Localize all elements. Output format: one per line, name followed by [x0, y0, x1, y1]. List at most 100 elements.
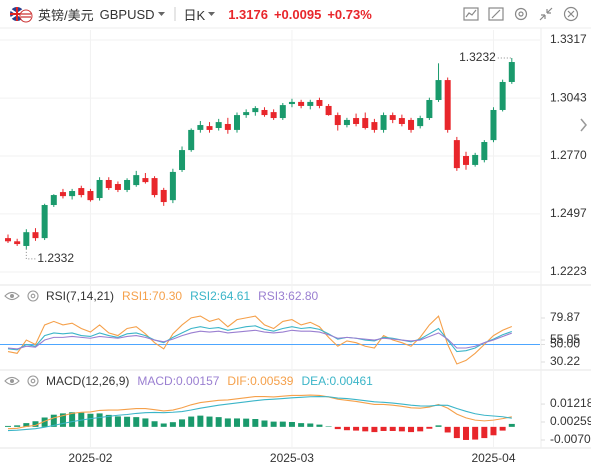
- y-tick-label: 50.00: [550, 337, 580, 351]
- price: 1.3176: [228, 6, 268, 22]
- candle-body: [50, 195, 57, 206]
- histogram-bar: [23, 423, 30, 427]
- symbol: GBPUSD: [99, 6, 155, 22]
- candle-body: [371, 122, 378, 130]
- candle-body: [288, 101, 295, 105]
- legend-entry: RSI3:62.80: [258, 289, 319, 303]
- histogram-bar: [472, 426, 479, 440]
- candle-body: [87, 191, 94, 201]
- compress-button[interactable]: [538, 6, 554, 22]
- symbol-dropdown[interactable]: GBPUSD: [100, 7, 166, 22]
- histogram-bar: [215, 417, 222, 427]
- histogram-bar: [69, 412, 76, 427]
- candle-body: [105, 179, 112, 189]
- histogram-bar: [463, 426, 469, 440]
- y-tick-label: 1.2770: [550, 148, 587, 162]
- histogram-bar: [124, 416, 131, 427]
- histogram-bar: [5, 425, 11, 427]
- histogram-bar: [105, 414, 112, 427]
- candle-body: [169, 171, 176, 201]
- histogram-bar: [96, 413, 103, 427]
- max-label: 1.3232: [459, 50, 496, 64]
- histogram-bar: [408, 426, 415, 433]
- histogram-bar: [179, 419, 186, 427]
- histogram-bar: [325, 426, 332, 427]
- period-dropdown[interactable]: 日K: [184, 5, 217, 24]
- y-tick-label: 1.3317: [550, 32, 587, 46]
- dropdown-arrow: [157, 12, 165, 16]
- candle-body: [14, 241, 21, 245]
- histogram-bar: [206, 416, 213, 427]
- flag-icon: [10, 7, 33, 23]
- close-button[interactable]: [563, 6, 579, 22]
- histogram-bar: [32, 421, 39, 427]
- candle-body: [78, 188, 85, 196]
- histogram-bar: [252, 419, 259, 427]
- histogram-bar: [160, 423, 167, 427]
- candle-body: [69, 191, 76, 197]
- draw-button[interactable]: [488, 6, 504, 22]
- candle-body: [343, 119, 350, 126]
- indicator-line: [7, 394, 512, 430]
- expand-button[interactable]: [580, 118, 587, 132]
- histogram-bar: [490, 426, 497, 436]
- legend-entry: RSI1:70.30: [122, 289, 183, 303]
- histogram-bar: [307, 423, 314, 427]
- candle-body: [270, 112, 277, 119]
- candle-body: [472, 154, 479, 165]
- histogram-bar: [444, 426, 451, 433]
- candle-body: [23, 232, 30, 246]
- candle-body: [215, 122, 222, 129]
- histogram-bar: [261, 420, 268, 427]
- visibility-toggle[interactable]: [4, 289, 22, 303]
- legend-entry: DEA:0.00461: [301, 374, 373, 388]
- candle-body: [499, 81, 506, 110]
- indicator-line: [7, 329, 512, 350]
- candle-body: [307, 101, 314, 106]
- candle-body: [234, 115, 240, 130]
- histogram-bar: [197, 415, 204, 427]
- candle-body: [279, 105, 286, 119]
- y-tick-label: 0.00259: [550, 414, 591, 428]
- indicator-line: [7, 325, 512, 353]
- histogram-bar: [380, 426, 387, 431]
- histogram-bar: [453, 426, 460, 439]
- visibility-toggle[interactable]: [4, 374, 22, 388]
- candle-body: [114, 184, 121, 190]
- y-tick-label: 1.2223: [550, 264, 587, 278]
- candle-body: [380, 115, 387, 130]
- y-tick-label: 1.3043: [550, 90, 587, 104]
- indicator-title: RSI(7,14,21): [46, 289, 115, 303]
- candle-body: [41, 205, 48, 239]
- histogram-bar: [243, 418, 250, 427]
- candle-body: [96, 179, 103, 199]
- histogram-bar: [353, 426, 360, 431]
- indicator-settings[interactable]: [26, 374, 42, 388]
- candle-body: [353, 118, 360, 124]
- y-tick-label: 55.05: [550, 332, 580, 346]
- indicator-button[interactable]: [463, 6, 479, 22]
- candle-body: [224, 123, 231, 130]
- toolbar: [463, 6, 579, 22]
- change: +0.0095: [273, 6, 322, 22]
- candle-body: [444, 80, 451, 130]
- y-tick-label: 0.01218: [550, 396, 591, 410]
- histogram-bar: [508, 423, 515, 427]
- candle-body: [151, 178, 158, 196]
- x-tick-label: 2025-02: [68, 451, 112, 465]
- candle-body: [481, 142, 488, 161]
- candle-body: [59, 192, 66, 197]
- histogram-bar: [435, 425, 442, 427]
- legend-entry: RSI2:64.61: [190, 289, 251, 303]
- indicator-line: [7, 395, 512, 432]
- settings-button[interactable]: [513, 6, 529, 22]
- indicator-settings[interactable]: [26, 289, 42, 303]
- candle-body: [398, 118, 405, 124]
- divider: [174, 7, 176, 21]
- histogram-bar: [316, 424, 323, 427]
- period: 日K: [183, 7, 206, 23]
- legend-entry: MACD:0.00157: [137, 374, 220, 388]
- change-percent: +0.73%: [327, 6, 372, 22]
